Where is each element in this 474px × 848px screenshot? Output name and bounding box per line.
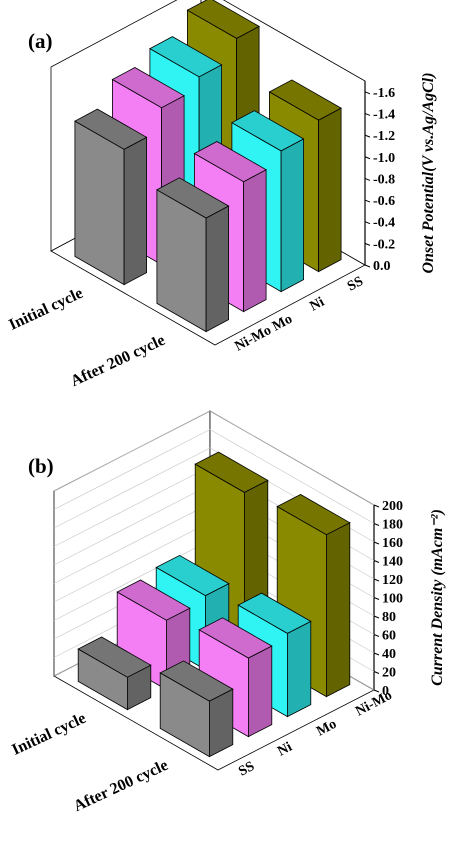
bar-top-face	[159, 660, 234, 702]
y-tick-label: 0	[382, 684, 389, 699]
y-tick-label: -0.2	[373, 237, 395, 252]
x-tick-label: Mo	[270, 312, 295, 335]
y-tick-label: 0.0	[373, 259, 391, 274]
y-tick-label: -1.2	[373, 129, 395, 144]
y-tick	[373, 541, 380, 545]
bar-front-face	[243, 169, 267, 313]
bar-front-face	[123, 136, 148, 286]
y-tick-label: 40	[382, 647, 396, 662]
y-tick	[373, 634, 380, 637]
panel: (a) 0.0 -0.2 -0.4 -0.6 -0.8 -1.0 -1.2 -1.4 -1.6 On…	[6, 0, 437, 390]
y-tick	[364, 156, 371, 160]
x-tick-label: SS	[345, 274, 366, 295]
y-tick	[373, 597, 380, 600]
x-tick-label: SS	[236, 759, 257, 780]
y-tick	[364, 242, 371, 246]
bar-front-face	[247, 645, 273, 738]
bar	[198, 617, 273, 738]
x-tick-label: Mo	[314, 717, 339, 740]
y-tick	[373, 652, 380, 656]
bar-left-face	[74, 120, 125, 286]
y-tick-label: 60	[382, 629, 396, 644]
y-tick-label: 160	[382, 536, 403, 551]
y-tick-label: -0.8	[373, 172, 395, 187]
bar-top-face	[155, 554, 230, 597]
bar-top-face	[149, 36, 223, 78]
y-tick-label: -1.4	[373, 107, 395, 122]
bar-front-face	[318, 107, 342, 273]
panel-label: (a)	[28, 29, 53, 53]
bar-top-face	[156, 177, 230, 219]
bar-top-face	[268, 79, 342, 121]
y-axis-title: Current Density (mAcm⁻²)	[429, 509, 446, 686]
bar	[156, 177, 230, 333]
y-tick-label: 120	[382, 573, 403, 588]
y-tick-label: -1.6	[373, 86, 395, 101]
y-tick	[373, 689, 380, 693]
bar-top-face	[186, 0, 260, 39]
y-tick-label: -0.4	[373, 216, 395, 231]
y-axis-title: Onset Potential(V vs.Ag/AgCl)	[420, 72, 437, 273]
bar	[77, 636, 152, 711]
bar-top-face	[276, 494, 351, 536]
y-tick	[364, 177, 371, 181]
bar-top-face	[198, 617, 273, 659]
bar-top-face	[231, 110, 305, 152]
bar-front-face	[205, 205, 230, 333]
y-tick	[373, 578, 380, 582]
x-tick-label: Ni	[308, 295, 328, 315]
y-tick-label: 80	[382, 610, 396, 625]
series-label: Initial cycle	[9, 710, 88, 759]
y-tick-label: 100	[382, 592, 403, 607]
series-label: After 200 cycle	[68, 332, 168, 390]
bar-top-face	[77, 636, 152, 678]
y-tick	[373, 560, 380, 563]
panel: (b) 0 20 40 60 80 100 120 140 160 180 200 Current De…	[9, 410, 446, 815]
grid-line	[53, 429, 375, 524]
y-tick-label: 20	[382, 666, 396, 681]
y-tick	[364, 221, 371, 225]
y-tick-label: 180	[382, 518, 403, 533]
bar-top-face	[237, 592, 312, 634]
bar-top-face	[74, 108, 148, 150]
panel-label: (b)	[28, 454, 54, 478]
bar-top-face	[116, 579, 191, 621]
y-tick	[373, 671, 380, 674]
y-tick-label: 140	[382, 555, 403, 570]
x-tick-label: Ni	[275, 740, 295, 760]
y-tick-label: -0.6	[373, 194, 395, 209]
y-tick	[364, 264, 371, 268]
bar-front-face	[280, 138, 305, 293]
bar-top-face	[111, 67, 185, 109]
y-tick-label: -1.0	[373, 151, 395, 166]
series-label: Initial cycle	[6, 285, 85, 334]
y-tick	[364, 91, 371, 95]
bar-front-face	[286, 620, 312, 718]
bar-front-face	[325, 522, 351, 698]
series-label: After 200 cycle	[71, 757, 171, 815]
y-tick	[373, 504, 380, 508]
bar	[74, 108, 148, 286]
y-tick	[364, 113, 371, 116]
bar-top-face	[193, 141, 267, 183]
y-tick	[364, 199, 371, 203]
bar-top-face	[194, 451, 269, 493]
y-tick	[364, 134, 371, 138]
grid-line	[53, 410, 375, 506]
bar	[159, 660, 234, 758]
y-tick	[373, 523, 380, 526]
y-tick	[373, 615, 380, 619]
y-tick-label: 200	[382, 499, 403, 514]
